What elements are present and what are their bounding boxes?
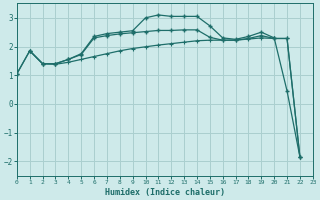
X-axis label: Humidex (Indice chaleur): Humidex (Indice chaleur) — [105, 188, 225, 197]
